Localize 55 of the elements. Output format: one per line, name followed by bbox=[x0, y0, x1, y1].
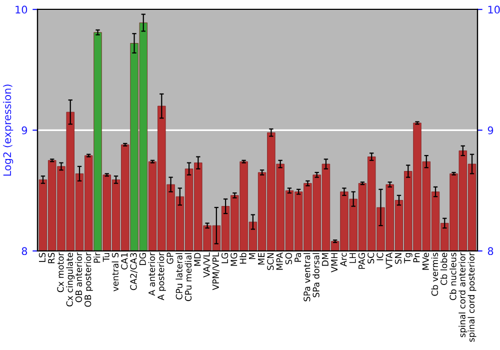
x-tick-label: MPA bbox=[276, 252, 283, 270]
y-tick-label: 9 bbox=[22, 126, 28, 134]
x-tick-label: Cx cingulate bbox=[66, 252, 75, 306]
x-tick-label: RS bbox=[48, 252, 55, 264]
x-tick-label: VA/VL bbox=[203, 252, 211, 278]
x-tick-label: MG bbox=[230, 253, 238, 266]
x-tick-label: A posterior bbox=[157, 252, 166, 300]
x-tick-label: CPu medial bbox=[184, 253, 192, 302]
x-tick-label: Arc bbox=[340, 252, 347, 266]
x-tick-label: OB anterior bbox=[75, 252, 82, 302]
x-tick-label: CA1 bbox=[121, 253, 128, 270]
y2-tick-label: 9 bbox=[488, 126, 494, 134]
y-tick-label: 8 bbox=[22, 247, 28, 256]
x-tick-label: Pir bbox=[94, 252, 100, 263]
x-tick-label: SO bbox=[285, 252, 292, 264]
x-tick-label: ME bbox=[258, 252, 264, 265]
x-tick-label: VMH bbox=[331, 253, 338, 272]
x-tick-label: Cb nucleus bbox=[450, 252, 456, 300]
x-tick-label: GP bbox=[166, 252, 174, 264]
x-tick-label: Tu bbox=[102, 253, 110, 262]
x-tick-label: Hb bbox=[240, 252, 246, 264]
x-tick-label: LS bbox=[38, 252, 46, 262]
x-tick-label: Cb lobe bbox=[440, 252, 448, 286]
x-tick-label: OB posterior bbox=[84, 252, 93, 307]
y-axis-title: Log2 (expression) bbox=[3, 84, 14, 176]
x-tick-label: spinal cord anterior bbox=[458, 252, 468, 338]
x-tick-label: PAG bbox=[358, 253, 366, 269]
y2-tick-label: 8 bbox=[488, 247, 494, 256]
x-tick-label: Pa bbox=[294, 253, 302, 262]
x-tick-label: M bbox=[248, 253, 256, 260]
x-tick-label: IC bbox=[376, 252, 384, 260]
x-tick-label: Tg bbox=[404, 253, 412, 264]
x-tick-label: LG bbox=[221, 253, 228, 264]
x-tick-label: A anterior bbox=[148, 252, 156, 296]
x-tick-label: Cx motor bbox=[57, 252, 64, 292]
x-tick-label: CPu lateral bbox=[176, 253, 182, 300]
x-tick-label: SCN bbox=[267, 253, 274, 270]
x-tick-label: VPM/VPL bbox=[212, 252, 220, 290]
x-tick-label: spinal cord posterior bbox=[468, 252, 476, 342]
x-tick-label: MD bbox=[194, 252, 201, 266]
x-tick-label: SN bbox=[394, 253, 402, 264]
x-tick-label: ventral S bbox=[112, 252, 119, 292]
x-tick-label: DM bbox=[322, 253, 328, 266]
y2-tick-label: 10 bbox=[488, 6, 500, 14]
x-tick-label: VTA bbox=[386, 252, 392, 269]
x-tick-label: Cb vermis bbox=[431, 252, 438, 296]
x-tick-label: SC bbox=[368, 252, 374, 264]
x-tick-label: DG bbox=[139, 253, 146, 265]
x-tick-label: Pn bbox=[413, 253, 420, 262]
x-tick-label: SPa dorsal bbox=[312, 253, 320, 298]
x-tick-label: LH bbox=[349, 253, 356, 263]
y-tick-label: 10 bbox=[16, 6, 28, 14]
x-tick-label: SPa ventral bbox=[303, 253, 310, 302]
x-tick-label: MVe bbox=[422, 252, 429, 270]
x-tick-label: CA2/CA3 bbox=[130, 253, 138, 290]
